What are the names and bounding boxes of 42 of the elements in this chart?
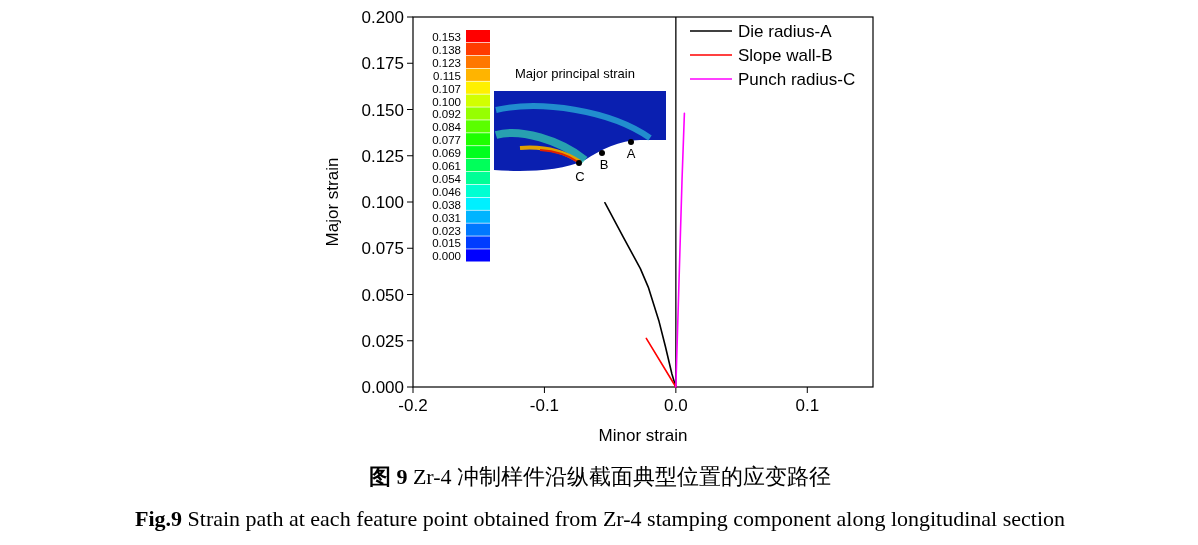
annotation: 0.031 xyxy=(432,211,461,224)
legend-label: Die radius-A xyxy=(738,22,833,41)
x-axis-title: Minor strain xyxy=(598,426,688,445)
annotation: 0.023 xyxy=(432,224,461,237)
x-tick-label: 0.1 xyxy=(795,396,820,415)
annotation: 0.100 xyxy=(432,95,461,108)
y-tick-label: 0.025 xyxy=(361,331,404,351)
y-tick-label: 0.050 xyxy=(361,285,404,305)
y-tick-label: 0.200 xyxy=(361,8,404,27)
y-tick-label: 0.000 xyxy=(361,378,404,397)
legend-label: Punch radius-C xyxy=(738,70,856,89)
legend-label: Slope wall-B xyxy=(738,46,833,65)
annotation: 0.061 xyxy=(432,160,461,172)
annotation: 0.084 xyxy=(432,121,462,134)
y-tick-label: 0.150 xyxy=(361,100,404,120)
y-tick-label: 0.175 xyxy=(361,54,404,74)
x-tick-label: -0.2 xyxy=(398,396,428,415)
y-axis-title: Major strain xyxy=(323,157,342,247)
y-tick-label: 0.100 xyxy=(361,193,404,212)
annotation: 0.069 xyxy=(432,147,461,160)
annotation: 0.046 xyxy=(432,185,461,198)
annotation: 0.092 xyxy=(432,108,461,121)
annotation: 0.123 xyxy=(432,56,461,69)
annotation: 0.107 xyxy=(432,82,461,95)
caption: Fig.9 Strain path at each feature point obtained from Zr-4 stamping component along longitudinal section xyxy=(134,506,1066,531)
annotation: 0.000 xyxy=(432,250,461,263)
y-tick-label: 0.125 xyxy=(361,146,404,166)
annotation: Major principal strain xyxy=(515,66,635,81)
annotation: 0.153 xyxy=(432,31,461,43)
annotation: 0.115 xyxy=(433,69,461,82)
annotation: A xyxy=(626,146,636,161)
caption: 图 9 Zr-4 冲制样件沿纵截面典型位置的应变路径 xyxy=(368,464,832,489)
y-tick-label: 0.075 xyxy=(361,239,404,259)
annotation: 0.015 xyxy=(432,237,461,250)
annotation: 0.038 xyxy=(432,198,461,211)
annotation: C xyxy=(575,169,585,184)
annotation: B xyxy=(599,157,609,172)
x-tick-label: 0.0 xyxy=(664,396,688,415)
x-tick-label: -0.1 xyxy=(529,396,560,415)
annotation: 0.054 xyxy=(432,172,462,185)
annotation: 0.138 xyxy=(432,43,461,56)
annotation: 0.077 xyxy=(432,134,461,147)
